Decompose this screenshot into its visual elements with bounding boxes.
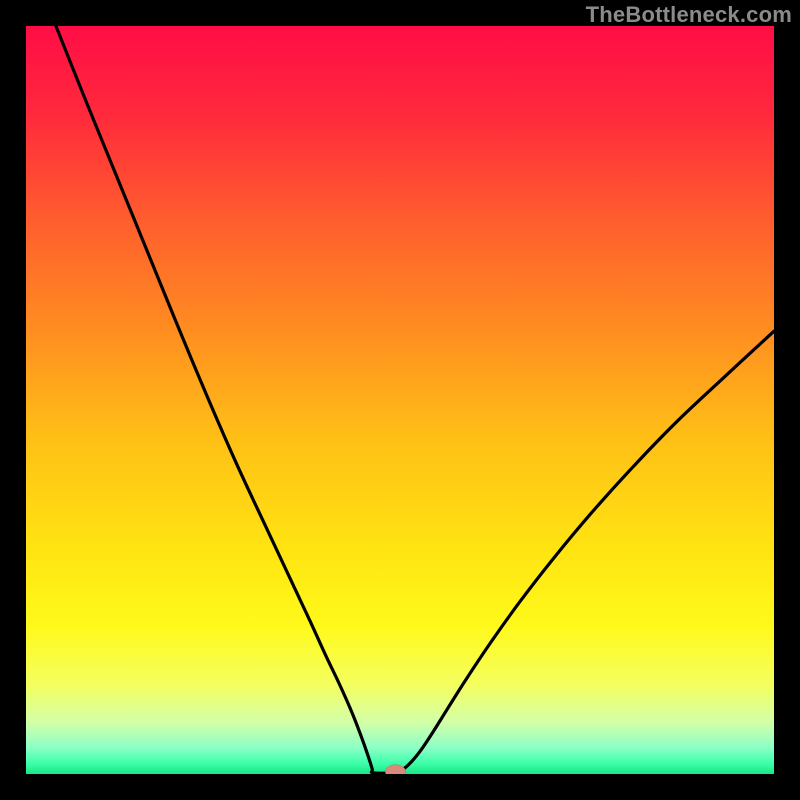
bottleneck-chart	[26, 26, 774, 774]
chart-background	[26, 26, 774, 774]
chart-svg	[26, 26, 774, 774]
watermark-label: TheBottleneck.com	[586, 2, 792, 28]
